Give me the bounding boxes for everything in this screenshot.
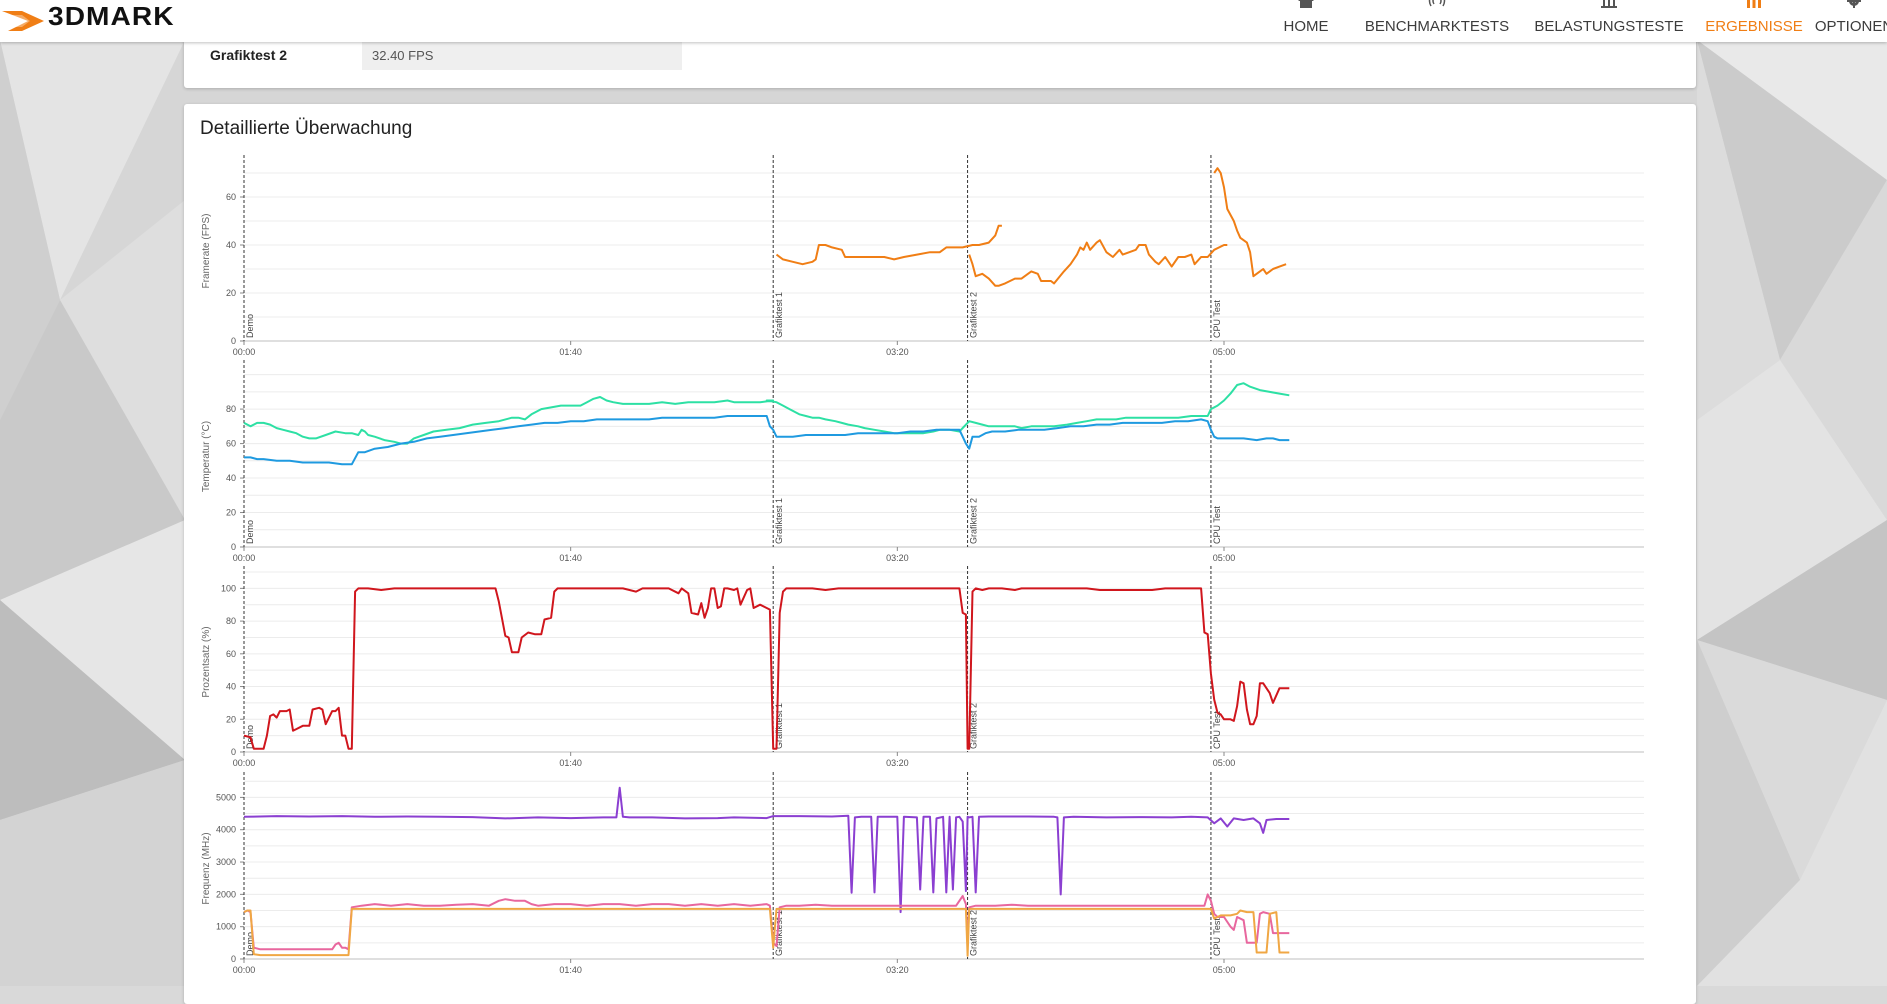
brand-name: 3DMARK: [48, 1, 175, 31]
x-tick-label: 05:00: [1213, 347, 1236, 357]
series-line: [968, 239, 1228, 287]
test-marker-label: CPU Test: [1212, 506, 1222, 544]
y-tick-label: 0: [231, 954, 236, 964]
test-marker-label: Grafiktest 2: [969, 292, 979, 338]
test-marker-label: CPU Test: [1212, 918, 1222, 956]
y-tick-label: 40: [226, 473, 236, 483]
chart-3: 0 20 40 60 80 100 Prozentsatz (%) 00:00 01:40 03:…: [201, 566, 1644, 768]
y-axis-label: Prozentsatz (%): [201, 626, 212, 697]
nav-ergebnisse[interactable]: ERGEBNISSE: [1701, 0, 1807, 42]
y-tick-label: 60: [226, 439, 236, 449]
test-marker-label: Grafiktest 1: [774, 498, 784, 544]
y-tick-label: 20: [226, 288, 236, 298]
nav-belastungsteste[interactable]: BELASTUNGSTESTE: [1529, 0, 1689, 42]
test-marker-label: Grafiktest 1: [774, 910, 784, 956]
chart-4: 0 1000 2000 3000 4000 5000 Frequenz (MHz) 00:00…: [201, 772, 1644, 975]
nav-home-label: HOME: [1283, 18, 1329, 35]
y-tick-label: 2000: [216, 889, 236, 899]
y-tick-label: 20: [226, 508, 236, 518]
test-marker-label: Grafiktest 1: [774, 292, 784, 338]
series-line: [243, 907, 1290, 957]
x-tick-label: 01:40: [559, 347, 582, 357]
y-axis-label: Temperatur (°C): [201, 421, 212, 492]
brand-logo[interactable]: 3DMARK: [0, 0, 174, 32]
grafiktest-2-value: 32.40 FPS: [362, 42, 682, 70]
y-tick-label: 40: [226, 682, 236, 692]
chart-2: 0 20 40 60 80 Temperatur (°C) 00:00 01:40 03:20 0…: [201, 360, 1644, 563]
detailed-monitoring-panel: 0 20 40 60 Framerate (FPS) 00:00 01:40 03:20 05:…: [184, 104, 1696, 1004]
y-tick-label: 0: [231, 747, 236, 757]
results-icon: [1747, 0, 1761, 8]
y-tick-label: 100: [221, 583, 236, 593]
y-tick-label: 0: [231, 542, 236, 552]
nav-benchmarktests-label: BENCHMARKTESTS: [1364, 18, 1510, 35]
main-nav: HOME BENCHMARKTESTS BELASTUNGSTESTE ERGE…: [1267, 0, 1887, 42]
test-marker-label: CPU Test: [1212, 711, 1222, 749]
series-line: [775, 224, 1002, 266]
monitoring-title: Detaillierte Überwachung: [200, 118, 413, 139]
y-tick-label: 80: [226, 404, 236, 414]
y-tick-label: 1000: [216, 922, 236, 932]
top-navigation-bar: 3DMARK HOME BENCHMARKTESTS BELASTUNGSTES…: [0, 0, 1887, 42]
test-marker-label: Demo: [245, 932, 255, 956]
x-tick-label: 05:00: [1213, 965, 1236, 975]
monitoring-charts: 0 20 40 60 Framerate (FPS) 00:00 01:40 03:20 05:…: [201, 155, 1644, 975]
x-tick-label: 00:00: [233, 758, 256, 768]
nav-benchmarktests[interactable]: BENCHMARKTESTS: [1359, 0, 1515, 42]
test-marker-label: Grafiktest 2: [969, 703, 979, 749]
y-tick-label: 4000: [216, 825, 236, 835]
x-tick-label: 05:00: [1213, 553, 1236, 563]
x-tick-label: 00:00: [233, 553, 256, 563]
test-marker-label: Grafiktest 2: [969, 910, 979, 956]
stress-test-icon: [1601, 0, 1617, 8]
series-line: [243, 587, 1290, 750]
y-tick-label: 20: [226, 714, 236, 724]
y-tick-label: 60: [226, 649, 236, 659]
x-tick-label: 01:40: [559, 553, 582, 563]
x-tick-label: 00:00: [233, 347, 256, 357]
x-tick-label: 03:20: [886, 758, 909, 768]
y-tick-label: 80: [226, 616, 236, 626]
y-tick-label: 60: [226, 192, 236, 202]
nav-ergebnisse-label: ERGEBNISSE: [1705, 18, 1803, 35]
grafiktest-2-label: Grafiktest 2: [210, 47, 288, 63]
x-tick-label: 01:40: [559, 965, 582, 975]
nav-home[interactable]: HOME: [1271, 0, 1341, 42]
3dmark-logo-icon: [2, 11, 44, 31]
x-tick-label: 03:20: [886, 553, 909, 563]
test-marker-label: Grafiktest 1: [774, 703, 784, 749]
test-marker-label: Demo: [245, 520, 255, 544]
series-line: [243, 786, 1290, 914]
series-line: [1213, 167, 1287, 278]
chart-1: 0 20 40 60 Framerate (FPS) 00:00 01:40 03:20 05:…: [201, 155, 1644, 357]
benchmark-icon: [1428, 0, 1446, 7]
x-tick-label: 05:00: [1213, 758, 1236, 768]
test-marker-label: CPU Test: [1212, 300, 1222, 338]
x-tick-label: 03:20: [886, 347, 909, 357]
nav-optionen-label: OPTIONEN: [1814, 18, 1887, 35]
y-tick-label: 0: [231, 336, 236, 346]
series-line: [244, 415, 1290, 466]
nav-optionen[interactable]: OPTIONEN: [1811, 0, 1887, 42]
nav-belastungsteste-label: BELASTUNGSTESTE: [1534, 18, 1684, 35]
x-tick-label: 01:40: [559, 758, 582, 768]
gear-icon: [1847, 0, 1861, 8]
y-tick-label: 5000: [216, 792, 236, 802]
x-tick-label: 00:00: [233, 965, 256, 975]
series-line: [243, 382, 1290, 445]
test-marker-label: Grafiktest 2: [969, 498, 979, 544]
y-tick-label: 40: [226, 240, 236, 250]
y-axis-label: Frequenz (MHz): [201, 832, 212, 904]
test-marker-label: Demo: [245, 314, 255, 338]
y-tick-label: 3000: [216, 857, 236, 867]
series-line: [243, 893, 1290, 951]
y-axis-label: Framerate (FPS): [201, 213, 212, 288]
home-icon: [1298, 0, 1314, 8]
x-tick-label: 03:20: [886, 965, 909, 975]
